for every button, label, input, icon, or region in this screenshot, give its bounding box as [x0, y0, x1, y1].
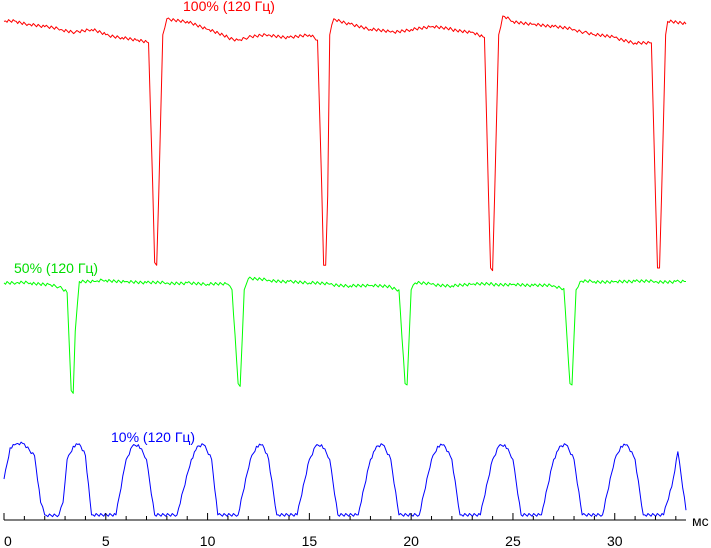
series-label-10: 10% (120 Гц): [111, 429, 195, 445]
x-tick-label: 5: [102, 533, 110, 548]
series-line: [3, 15, 687, 272]
x-axis-ticks: 0 5 10 15 20 25 30: [3, 513, 677, 548]
x-tick-label: 30: [607, 533, 623, 548]
series-layer: [3, 15, 687, 518]
series-label-100: 100% (120 Гц): [183, 0, 275, 14]
x-tick-label: 20: [403, 533, 419, 548]
x-tick-label: 10: [200, 533, 216, 548]
series-label-layer: 100% (120 Гц) 50% (120 Гц) 10% (120 Гц): [14, 0, 275, 445]
x-axis: 0 5 10 15 20 25 30 мс: [3, 513, 709, 548]
x-tick-label: 25: [505, 533, 521, 548]
x-tick-label: 0: [4, 533, 12, 548]
series-line: [3, 441, 687, 518]
series-label-50: 50% (120 Гц): [14, 260, 98, 276]
series-line: [3, 276, 686, 394]
x-axis-unit-label: мс: [692, 513, 709, 529]
x-tick-label: 15: [302, 533, 318, 548]
